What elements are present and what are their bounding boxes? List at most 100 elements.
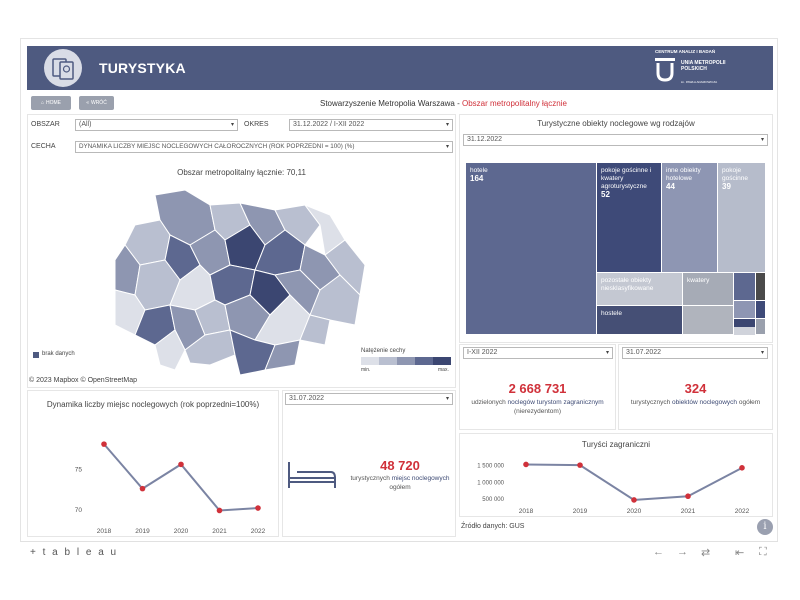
chevron-down-icon: ▾ xyxy=(230,122,234,128)
chevron-down-icon: ▾ xyxy=(445,144,449,150)
y-tick-label: 500 000 xyxy=(482,497,504,503)
x-tick-label: 2020 xyxy=(627,508,642,515)
treemap-cell-small[interactable] xyxy=(756,301,766,319)
legend-nodata-swatch xyxy=(33,352,39,358)
treemap-cell-small[interactable] xyxy=(734,273,756,301)
dynamics-chart-panel xyxy=(27,390,279,537)
data-point[interactable] xyxy=(577,462,583,468)
kpi-miejsca-panel xyxy=(282,390,456,537)
dynamics-line-chart[interactable]: 75 70 2018 2019 2020 2021 2022 xyxy=(27,420,279,537)
y-tick-label: 1 000 000 xyxy=(477,480,504,486)
ump-logo: CENTRUM ANALIZ I BADAŃ UNIA METROPOLII P… xyxy=(655,49,726,84)
legend-max: max. xyxy=(438,367,449,373)
treemap-cell-small[interactable] xyxy=(756,273,766,301)
foreign-tourists-panel xyxy=(459,433,773,517)
treemap-cell-pozostale[interactable]: pozostałe obiekty niesklasyfikowane xyxy=(597,273,683,306)
revert-all-icon[interactable]: ⇤ xyxy=(735,547,745,559)
y-tick-label: 70 xyxy=(75,507,83,514)
kpi2-date-select[interactable]: 31.07.2022 ▾ xyxy=(622,347,768,359)
legend-min: min. xyxy=(361,367,371,373)
x-tick-label: 2022 xyxy=(251,528,266,535)
kpi2-value: 324 xyxy=(684,381,707,396)
treemap-cell-hostele[interactable]: hostele xyxy=(597,306,683,335)
x-tick-label: 2018 xyxy=(519,508,534,515)
legend-scale xyxy=(361,357,451,365)
back-button[interactable]: «WRÓĆ xyxy=(79,96,114,110)
series-line xyxy=(525,463,743,501)
undo-icon[interactable]: ← xyxy=(653,546,664,558)
fullscreen-icon[interactable]: ⛶ xyxy=(759,546,767,558)
cecha-select[interactable]: DYNAMIKA LICZBY MIEJSC NOCLEGOWYCH CAŁOR… xyxy=(75,141,453,153)
revert-icon[interactable]: ⇄ xyxy=(701,547,711,559)
x-tick-label: 2019 xyxy=(135,528,150,535)
foreign-tourists-line-chart[interactable]: 1 500 000 1 000 000 500 000 2018 2019 2020 202… xyxy=(459,450,773,517)
data-point[interactable] xyxy=(739,465,745,471)
data-point[interactable] xyxy=(631,497,637,503)
x-tick-label: 2021 xyxy=(681,508,696,515)
obszar-select[interactable]: (All) ▾ xyxy=(75,119,238,131)
data-point[interactable] xyxy=(178,461,184,468)
breadcrumb: Stowarzyszenie Metropolia Warszawa - Obs… xyxy=(320,99,567,108)
kpi3-date-select[interactable]: 31.07.2022 ▾ xyxy=(285,393,453,405)
chevron-down-icon: ▾ xyxy=(605,350,609,356)
x-tick-label: 2021 xyxy=(212,528,227,535)
legend-title: Natężenie cechy xyxy=(361,348,406,354)
data-point[interactable] xyxy=(216,507,223,514)
redo-icon[interactable]: → xyxy=(677,546,688,558)
y-tick-label: 75 xyxy=(75,466,83,473)
u-logo-icon xyxy=(655,58,675,82)
x-tick-label: 2022 xyxy=(735,508,750,515)
choropleth-map[interactable] xyxy=(115,185,370,380)
map-title: Obszar metropolitalny łącznie: 70,11 xyxy=(177,168,306,177)
kpi3-value: 48 720 xyxy=(380,458,420,473)
treemap-date-select[interactable]: 31.12.2022 ▾ xyxy=(463,134,768,146)
kpi1-value: 2 668 731 xyxy=(508,381,567,396)
data-point[interactable] xyxy=(139,485,146,492)
map-attribution[interactable]: © 2023 Mapbox © OpenStreetMap xyxy=(29,377,137,384)
treemap-cell-kwatery[interactable]: kwatery xyxy=(683,273,734,306)
tableau-toolbar: + t a b l e a u ← → ⇄ ⇤ ⛶ xyxy=(20,541,778,562)
kpi1-description: udzielonych noclegów turystom zagraniczn… xyxy=(471,399,604,415)
source-note: Źródło danych: GUS xyxy=(461,523,525,530)
treemap-cell-hotele[interactable]: hotele 164 xyxy=(466,163,597,335)
chevron-down-icon: ▾ xyxy=(445,396,449,402)
legend-nodata-label: brak danych xyxy=(42,351,75,357)
info-icon[interactable]: i xyxy=(757,519,773,535)
home-icon: ⌂ xyxy=(40,100,45,106)
data-point[interactable] xyxy=(101,441,107,447)
series-line xyxy=(103,443,259,512)
treemap-cell-small[interactable] xyxy=(756,319,766,335)
kpi3-description: turystycznych miejsc noclegowych ogółem xyxy=(350,475,450,491)
header-bar: TURYSTYKA CENTRUM ANALIZ I BADAŃ UNIA ME… xyxy=(27,46,773,90)
bed-icon xyxy=(288,462,336,488)
chevron-down-icon: ▾ xyxy=(445,122,449,128)
treemap-cell-pokoje-goscinne[interactable]: pokoje gościnne 39 xyxy=(718,163,766,273)
foreign-tourists-title: Turyści zagraniczni xyxy=(581,440,651,449)
treemap-cell-small[interactable] xyxy=(683,306,734,335)
kpi1-period-select[interactable]: I-XII 2022 ▾ xyxy=(463,347,613,359)
page-title: TURYSTYKA xyxy=(99,60,186,76)
treemap-cell-small[interactable] xyxy=(734,301,756,319)
x-tick-label: 2019 xyxy=(573,508,588,515)
dynamics-chart-title: Dynamika liczby miejsc noclegowych (rok … xyxy=(46,400,260,409)
chevron-down-icon: ▾ xyxy=(760,137,764,143)
treemap-cell-inne-hotelowe[interactable]: inne obiekty hotelowe 44 xyxy=(662,163,718,273)
treemap-cell-pokoje-agro[interactable]: pokoje gościnne i kwatery agroturystyczn… xyxy=(597,163,662,273)
home-button[interactable]: ⌂ HOME xyxy=(31,96,71,110)
tableau-logo[interactable]: + t a b l e a u xyxy=(30,547,119,558)
data-point[interactable] xyxy=(685,493,691,500)
okres-select[interactable]: 31.12.2022 / I-XII 2022 ▾ xyxy=(289,119,453,131)
data-point[interactable] xyxy=(255,505,261,511)
cecha-label: CECHA xyxy=(31,143,56,150)
kpi2-description: turystycznych obiektów noclegowych ogółe… xyxy=(630,399,761,406)
double-chevron-left-icon: « xyxy=(86,100,89,106)
obszar-label: OBSZAR xyxy=(31,121,60,128)
data-point[interactable] xyxy=(523,461,529,468)
passport-icon xyxy=(44,49,82,87)
chevron-down-icon: ▾ xyxy=(760,350,764,356)
treemap[interactable]: hotele 164 pokoje gościnne i kwatery agro… xyxy=(466,163,766,336)
treemap-title: Turystyczne obiekty noclegowe wg rodzajó… xyxy=(537,119,695,128)
y-tick-label: 1 500 000 xyxy=(477,463,504,469)
okres-label: OKRES xyxy=(244,121,269,128)
treemap-cell-small[interactable] xyxy=(734,327,756,336)
